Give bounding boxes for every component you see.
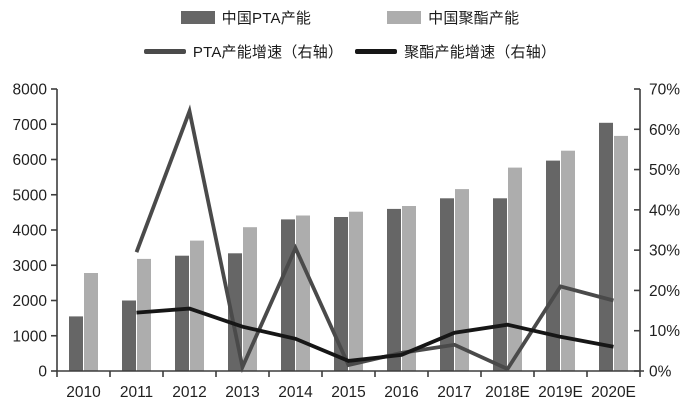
legend-label-polyester-growth: 聚酯产能增速（右轴） — [404, 44, 557, 61]
bar-pta_capacity-2017 — [440, 198, 454, 371]
bar-pta_capacity-2014 — [281, 219, 295, 371]
line-pta_growth — [134, 104, 614, 374]
y-right-tick-label: 0% — [649, 364, 672, 381]
y-left-tick-label: 7000 — [13, 117, 48, 134]
y-left-tick-label: 3000 — [13, 258, 48, 275]
x-tick-label: 2017 — [437, 384, 471, 401]
bar-polyester_capacity-2015 — [349, 211, 363, 371]
bar-polyester_capacity-2017 — [455, 189, 469, 371]
y-left-tick-label: 4000 — [13, 223, 48, 240]
bar-pta_capacity-2015 — [334, 217, 348, 371]
bar-polyester_capacity-2018E — [508, 167, 522, 371]
x-tick-label: 2020E — [591, 384, 636, 401]
y-right-tick-label: 50% — [649, 162, 680, 179]
legend-item-polyester-growth: 聚酯产能增速（右轴） — [355, 41, 556, 62]
y-left-tick-label: 0 — [38, 364, 47, 381]
x-tick-label: 2019E — [538, 384, 583, 401]
legend-label-pta-capacity: 中国PTA产能 — [221, 10, 312, 27]
bar-pta_capacity-2012 — [175, 255, 189, 371]
bar-polyester_capacity-2019E — [561, 150, 575, 371]
bar-polyester_capacity-2016 — [402, 206, 416, 371]
legend-swatch-polyester-capacity — [387, 11, 422, 24]
legend-label-pta-growth: PTA产能增速（右轴） — [192, 44, 344, 61]
x-tick-label: 2014 — [278, 384, 313, 401]
line-polyester_growth — [136, 306, 614, 363]
x-tick-label: 2010 — [66, 384, 101, 401]
y-left-tick-label: 8000 — [13, 82, 48, 99]
legend-item-pta-capacity: 中国PTA产能 — [180, 7, 312, 28]
legend-swatch-polyester-growth — [355, 49, 398, 54]
legend-item-pta-growth: PTA产能增速（右轴） — [143, 41, 344, 62]
bar-pta_capacity-2010 — [69, 316, 83, 371]
x-tick-label: 2012 — [172, 384, 206, 401]
bar-pta_capacity-2019E — [546, 160, 560, 371]
bar-pta_capacity-2018E — [493, 198, 507, 371]
y-left-tick-label: 1000 — [13, 328, 48, 345]
y-left-tick-label: 5000 — [13, 187, 48, 204]
y-left-tick-label: 6000 — [13, 152, 48, 169]
x-tick-label: 2013 — [225, 384, 259, 401]
y-right-tick-label: 70% — [649, 82, 680, 99]
legend-row-2: PTA产能增速（右轴） 聚酯产能增速（右轴） — [143, 41, 556, 62]
bar-pta_capacity-2016 — [387, 208, 401, 371]
bar-polyester_capacity-2020E — [614, 135, 628, 371]
y-right-tick-label: 20% — [649, 283, 680, 300]
x-tick-label: 2011 — [120, 384, 153, 401]
y-right-tick-label: 40% — [649, 202, 680, 219]
y-left-tick-label: 2000 — [13, 293, 48, 310]
bar-polyester_capacity-2013 — [243, 227, 257, 371]
y-right-tick-label: 30% — [649, 243, 680, 260]
bar-pta_capacity-2020E — [599, 122, 613, 371]
x-tick-label: 2018E — [485, 384, 530, 401]
legend-swatch-pta-growth — [143, 49, 186, 54]
chart-legend: 中国PTA产能 中国聚酯产能 PTA产能增速（右轴） 聚酯产能增速（右轴） — [0, 7, 700, 62]
bar-polyester_capacity-2011 — [137, 258, 151, 371]
bar-polyester_capacity-2010 — [84, 273, 98, 371]
bar-polyester_capacity-2014 — [296, 215, 310, 371]
x-tick-label: 2016 — [384, 384, 418, 401]
legend-swatch-pta-capacity — [180, 11, 215, 24]
x-tick-label: 2015 — [331, 384, 365, 401]
y-right-tick-label: 10% — [649, 323, 680, 340]
legend-row-1: 中国PTA产能 中国聚酯产能 — [180, 7, 520, 28]
legend-item-polyester-capacity: 中国聚酯产能 — [387, 7, 519, 28]
legend-label-polyester-capacity: 中国聚酯产能 — [428, 10, 520, 27]
y-right-tick-label: 60% — [649, 122, 680, 139]
bar-polyester_capacity-2012 — [190, 240, 204, 371]
bar-pta_capacity-2011 — [122, 300, 136, 371]
